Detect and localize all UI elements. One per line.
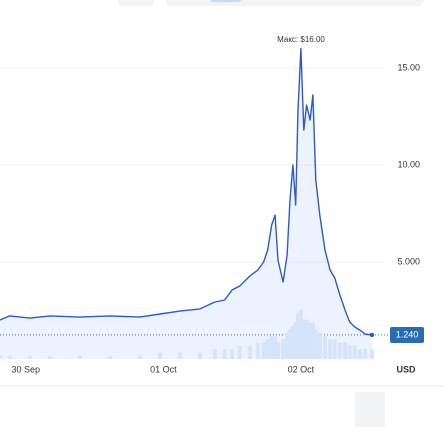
- panel: [355, 392, 385, 427]
- volume-bar: [343, 342, 348, 359]
- volume-bar: [298, 309, 303, 359]
- volume-bar: [198, 352, 203, 359]
- volume-bar: [255, 342, 260, 359]
- volume-bar: [347, 345, 352, 359]
- volume-bar: [212, 349, 217, 359]
- volume-bar: [317, 332, 322, 359]
- volume-bar: [269, 335, 274, 359]
- volume-bar: [322, 335, 327, 359]
- volume-bar: [332, 339, 337, 359]
- volume-bar: [247, 345, 252, 359]
- volume-bar: [177, 352, 182, 359]
- volume-bar: [313, 329, 318, 359]
- volume-bar: [275, 342, 280, 359]
- currency: USD: [396, 364, 416, 374]
- y-tick-label: 15.00: [397, 62, 420, 72]
- last-price-label: 1.240: [396, 329, 419, 339]
- volume-bar: [137, 355, 142, 359]
- volume-bar: [108, 355, 113, 359]
- x-tick-label: 02 Oct: [288, 364, 315, 374]
- volume-bar: [237, 345, 242, 359]
- volume-bar: [288, 329, 293, 359]
- volume-bar: [261, 342, 266, 359]
- volume-bar: [293, 322, 298, 359]
- volume-bar: [273, 335, 278, 359]
- price-line: [0, 47, 373, 336]
- volume-bar: [230, 349, 235, 359]
- volume-bar: [285, 332, 290, 359]
- volume-bar: [77, 355, 82, 359]
- tab-active[interactable]: [210, 0, 242, 2]
- volume-bar: [296, 312, 301, 359]
- volume-bar: [308, 322, 313, 359]
- tab[interactable]: [118, 0, 154, 6]
- x-tick-label: 01 Oct: [150, 364, 177, 374]
- volume-bar: [301, 319, 306, 359]
- volume-bar: [310, 322, 315, 359]
- volume-bar: [328, 339, 333, 359]
- volume-bar: [352, 345, 357, 359]
- volume-bar: [357, 349, 362, 359]
- volume-bar: [369, 349, 374, 359]
- volume-bar: [0, 355, 2, 359]
- max-annotation: Макс: $16.00: [277, 35, 325, 44]
- volume-bar: [281, 339, 286, 359]
- last-price-badge: [390, 326, 424, 343]
- price-area: [0, 48, 372, 359]
- y-tick-label: 10.00: [397, 159, 420, 169]
- volume-bar: [7, 355, 12, 359]
- last-point: [369, 332, 375, 338]
- volume-bar: [304, 319, 309, 359]
- volume-bar: [47, 355, 52, 359]
- volume-bar: [363, 349, 368, 359]
- volume-bar: [157, 352, 162, 359]
- volume-bar: [27, 355, 32, 359]
- volume-bar: [265, 339, 270, 359]
- volume-bar: [337, 342, 342, 359]
- tab-bar[interactable]: [166, 0, 424, 6]
- x-tick-label: 30 Sep: [12, 364, 41, 374]
- y-tick-label: 5.000: [397, 256, 420, 266]
- volume-bar: [222, 349, 227, 359]
- volume-bar: [290, 326, 295, 359]
